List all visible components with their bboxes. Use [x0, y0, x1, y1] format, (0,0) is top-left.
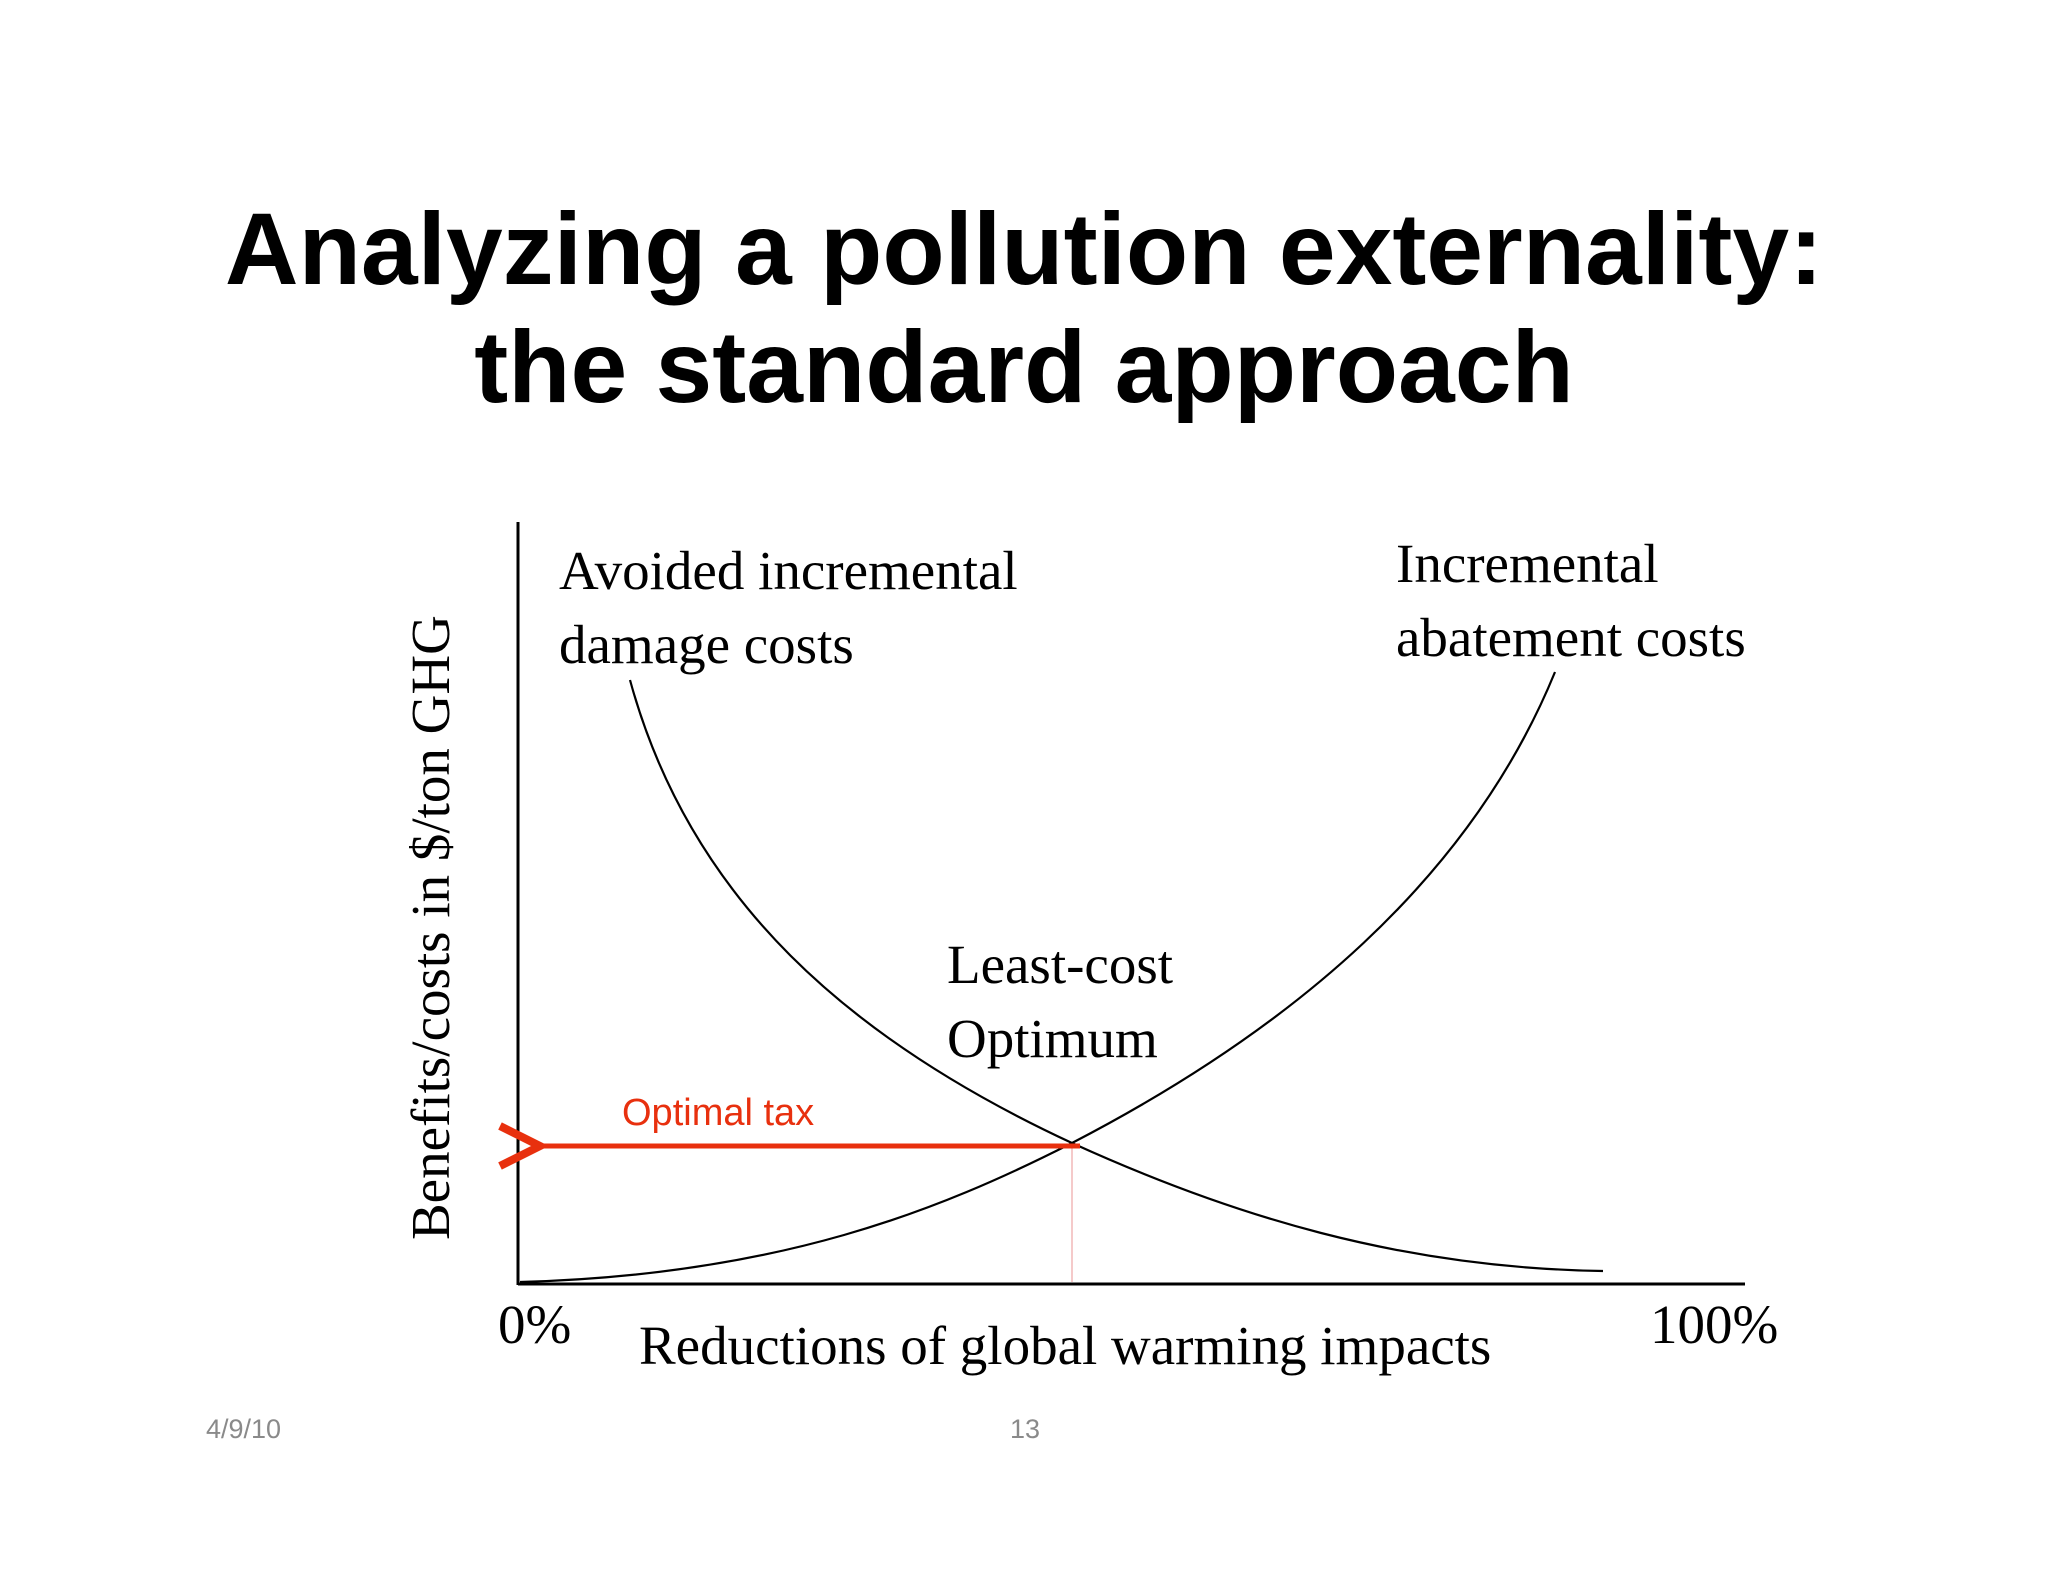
slide-title: Analyzing a pollution externality: the s… [0, 190, 2048, 426]
y-axis-label: Benefits/costs in $/ton GHG [400, 615, 461, 1240]
optimum-label-line2: Optimum [947, 1008, 1158, 1069]
footer-page-number: 13 [1010, 1414, 1041, 1444]
slide-title-line1: Analyzing a pollution externality: [224, 192, 1824, 306]
slide-title-line2: the standard approach [474, 310, 1574, 424]
x-axis-label: Reductions of global warming impacts [639, 1315, 1491, 1376]
abatement-curve-label-line2: abatement costs [1396, 607, 1746, 668]
optimal-tax-label: Optimal tax [622, 1092, 814, 1134]
footer-date: 4/9/10 [206, 1414, 282, 1444]
x-axis-end-label: 100% [1650, 1294, 1778, 1355]
abatement-curve-label-line1: Incremental [1396, 533, 1659, 594]
damage-curve-label-line2: damage costs [559, 614, 854, 675]
optimum-label-line1: Least-cost [947, 934, 1173, 995]
damage-curve-label-line1: Avoided incremental [559, 540, 1018, 601]
x-axis-start-label: 0% [498, 1294, 571, 1355]
damage-cost-curve [628, 679, 1604, 1273]
